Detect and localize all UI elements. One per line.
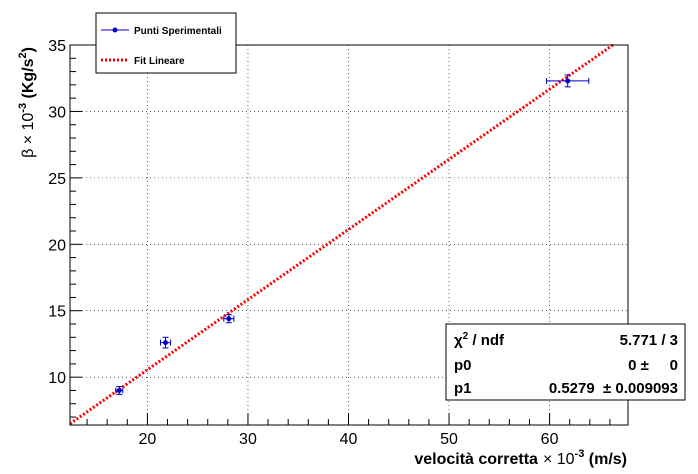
fit-stats-box: χ2 / ndf 5.771 / 3 p0 0 ± 0 p1 0.5279 ± … xyxy=(445,323,686,401)
plot-frame xyxy=(69,44,629,426)
x-tick-label: 30 xyxy=(239,431,257,448)
stats-row-p0-value: 0 ± 0 xyxy=(628,357,678,374)
x-tick-label: 40 xyxy=(340,431,358,448)
point-marker xyxy=(226,316,232,322)
y-tick-label: 25 xyxy=(48,171,66,188)
x-tick-label: 50 xyxy=(440,431,458,448)
stats-row-chi2-value: 5.771 / 3 xyxy=(620,332,678,349)
data-point xyxy=(115,385,124,395)
point-marker xyxy=(565,78,571,84)
point-marker xyxy=(116,387,122,393)
axis-ticks xyxy=(70,44,611,425)
legend-fit-label: Fit Lineare xyxy=(134,56,185,67)
y-tick-label: 20 xyxy=(48,237,66,254)
x-tick-label: 20 xyxy=(139,431,157,448)
y-tick-label: 30 xyxy=(48,104,66,121)
data-point xyxy=(159,336,172,349)
x-tick-label: 60 xyxy=(541,431,559,448)
legend-points-label: Punti Sperimentali xyxy=(134,26,222,37)
stats-row-p0-label: p0 xyxy=(454,357,472,374)
legend-box xyxy=(95,12,237,74)
data-points-layer xyxy=(115,74,590,395)
y-tick-label: 10 xyxy=(48,370,66,387)
data-point xyxy=(223,314,235,324)
legend-points-marker xyxy=(112,27,118,33)
data-point xyxy=(546,74,590,88)
stats-row-p1-value: 0.5279 ± 0.009093 xyxy=(549,380,678,397)
y-tick-label: 35 xyxy=(48,38,66,55)
y-axis-title: β × 10-3 (Kg/s2) xyxy=(17,47,37,158)
tick-labels: 20 30 40 50 60 10 15 20 25 30 35 xyxy=(48,38,558,448)
stats-box-frame xyxy=(445,323,686,401)
x-axis-title: velocità corretta × 10-3 (m/s) xyxy=(414,448,627,468)
point-marker xyxy=(163,340,169,346)
stats-row-chi2-label: χ2 / ndf xyxy=(454,331,505,349)
legend: Punti Sperimentali Fit Lineare xyxy=(95,12,237,74)
y-tick-label: 15 xyxy=(48,304,66,321)
stats-row-p1-label: p1 xyxy=(454,380,472,397)
